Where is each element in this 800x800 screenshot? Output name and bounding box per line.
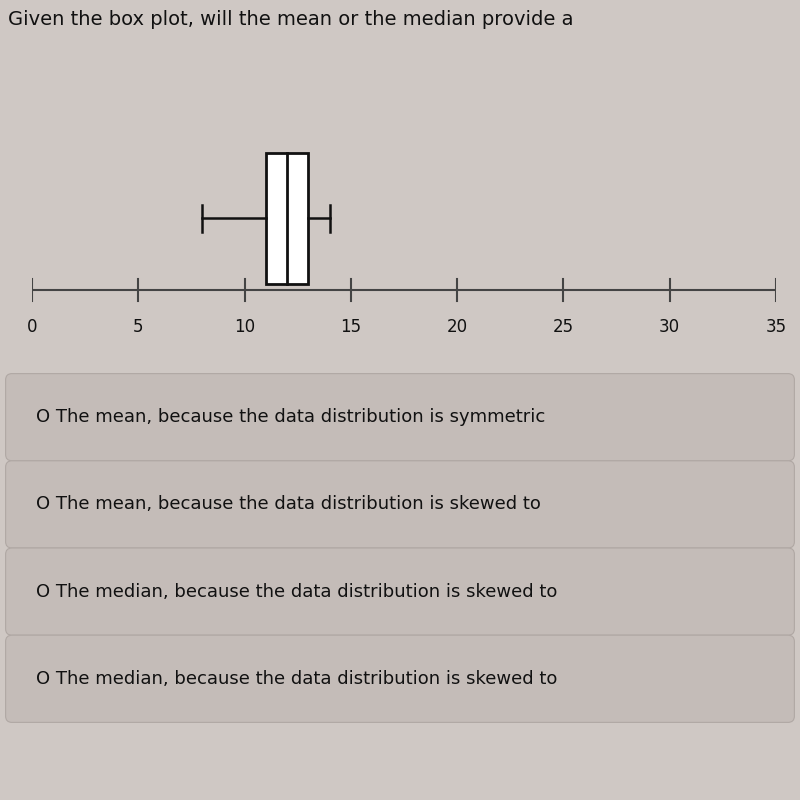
Text: O The median, because the data distribution is skewed to: O The median, because the data distribut… bbox=[36, 582, 558, 601]
Text: 15: 15 bbox=[340, 318, 362, 336]
Text: 35: 35 bbox=[766, 318, 786, 336]
Text: Given the box plot, will the mean or the median provide a: Given the box plot, will the mean or the… bbox=[8, 10, 574, 30]
Text: O The mean, because the data distribution is skewed to: O The mean, because the data distributio… bbox=[36, 495, 541, 514]
Text: O The mean, because the data distribution is symmetric: O The mean, because the data distributio… bbox=[36, 408, 546, 426]
Text: 25: 25 bbox=[553, 318, 574, 336]
Text: 10: 10 bbox=[234, 318, 255, 336]
Bar bbox=[266, 153, 308, 283]
Text: 5: 5 bbox=[133, 318, 143, 336]
Text: 20: 20 bbox=[446, 318, 468, 336]
Text: O The median, because the data distribution is skewed to: O The median, because the data distribut… bbox=[36, 670, 558, 688]
Text: 30: 30 bbox=[659, 318, 680, 336]
Text: 0: 0 bbox=[26, 318, 38, 336]
